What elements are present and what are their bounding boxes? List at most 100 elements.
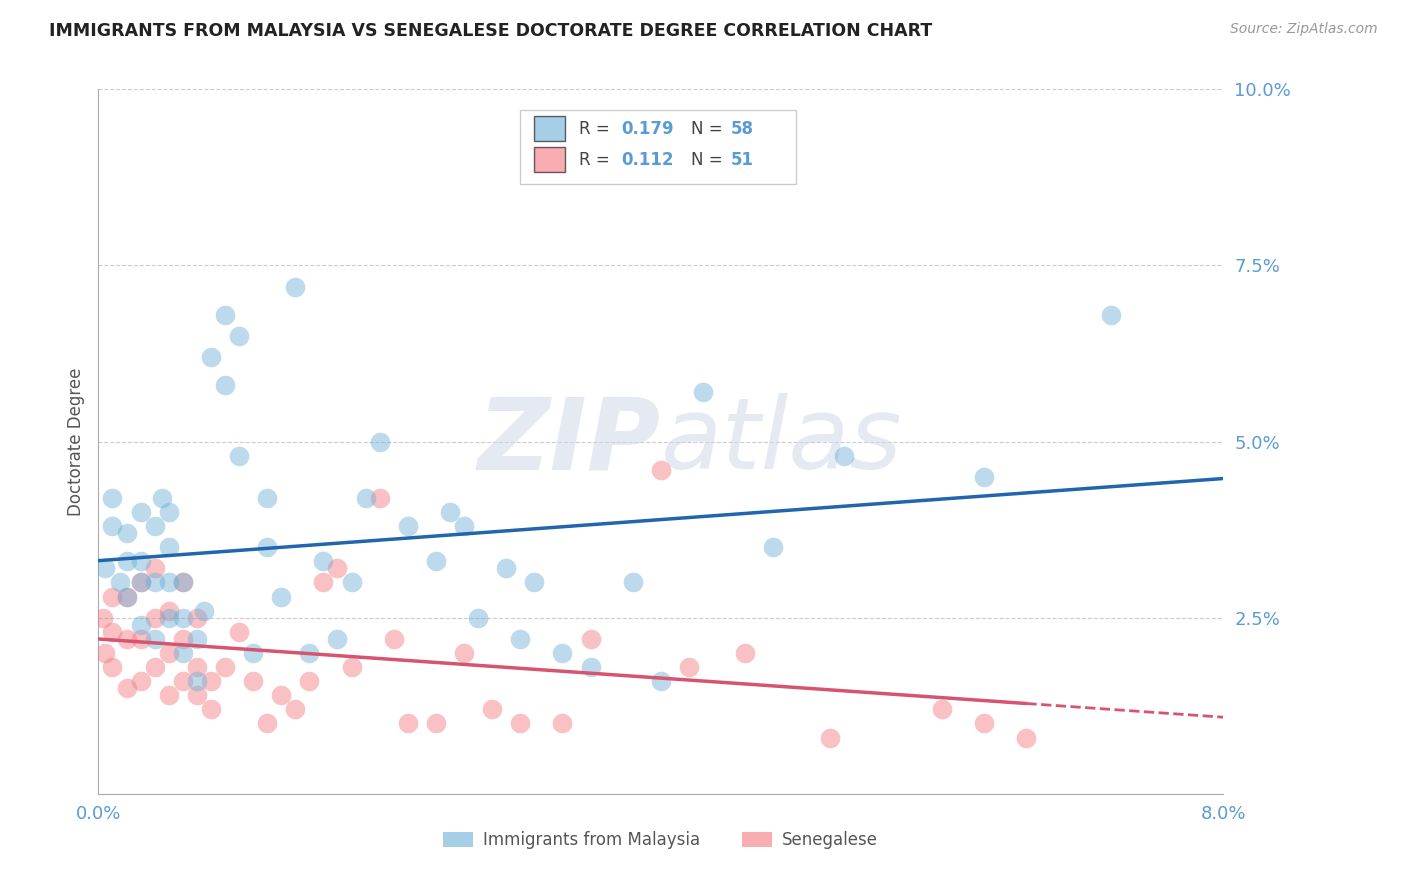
Point <box>115 554 138 568</box>
Point <box>551 646 574 660</box>
Point <box>453 519 475 533</box>
Text: 0.112: 0.112 <box>621 151 673 169</box>
Point <box>143 610 166 624</box>
Point <box>579 632 602 646</box>
Point <box>973 469 995 483</box>
Point <box>256 491 278 505</box>
FancyBboxPatch shape <box>520 111 796 185</box>
Point <box>129 617 152 632</box>
Point <box>150 491 173 505</box>
Point <box>425 716 447 731</box>
Text: 51: 51 <box>731 151 754 169</box>
Point <box>1099 308 1122 322</box>
Point <box>312 554 335 568</box>
Point <box>326 632 349 646</box>
Point <box>200 350 222 364</box>
Point <box>368 434 391 449</box>
Point <box>214 378 236 392</box>
Text: atlas: atlas <box>661 393 903 490</box>
Point <box>368 491 391 505</box>
Point <box>172 610 194 624</box>
Point <box>650 463 672 477</box>
Text: R =: R = <box>579 120 614 137</box>
Point <box>157 505 180 519</box>
Point <box>193 604 215 618</box>
Point <box>678 660 700 674</box>
Point <box>439 505 461 519</box>
Point <box>101 590 124 604</box>
FancyBboxPatch shape <box>534 116 565 141</box>
Point <box>186 610 208 624</box>
Point <box>228 624 250 639</box>
Text: IMMIGRANTS FROM MALAYSIA VS SENEGALESE DOCTORATE DEGREE CORRELATION CHART: IMMIGRANTS FROM MALAYSIA VS SENEGALESE D… <box>49 22 932 40</box>
Point <box>186 688 208 702</box>
Point <box>143 632 166 646</box>
Text: N =: N = <box>692 120 728 137</box>
Y-axis label: Doctorate Degree: Doctorate Degree <box>66 368 84 516</box>
Point <box>1015 731 1038 745</box>
Point <box>340 575 363 590</box>
Point <box>143 561 166 575</box>
Point <box>157 540 180 554</box>
Point <box>312 575 335 590</box>
Point <box>509 716 531 731</box>
Point <box>396 519 419 533</box>
Point <box>129 674 152 689</box>
Point <box>129 505 152 519</box>
Point <box>354 491 377 505</box>
Text: Source: ZipAtlas.com: Source: ZipAtlas.com <box>1230 22 1378 37</box>
Point <box>270 688 292 702</box>
Text: ZIP: ZIP <box>478 393 661 490</box>
Point <box>509 632 531 646</box>
Point <box>115 632 138 646</box>
Point <box>382 632 405 646</box>
Point <box>818 731 841 745</box>
Point <box>157 575 180 590</box>
Point <box>115 590 138 604</box>
Point <box>579 660 602 674</box>
Point <box>143 660 166 674</box>
Point <box>396 716 419 731</box>
Point <box>186 674 208 689</box>
Point <box>129 554 152 568</box>
Point <box>228 449 250 463</box>
Point <box>143 519 166 533</box>
Point <box>931 702 953 716</box>
Point <box>172 646 194 660</box>
Point <box>340 660 363 674</box>
Point <box>453 646 475 660</box>
Point <box>551 716 574 731</box>
Point <box>94 561 117 575</box>
Point <box>214 308 236 322</box>
Point <box>101 519 124 533</box>
Point <box>242 646 264 660</box>
Point <box>129 575 152 590</box>
Point <box>256 716 278 731</box>
Point <box>495 561 517 575</box>
Point <box>481 702 503 716</box>
Legend: Immigrants from Malaysia, Senegalese: Immigrants from Malaysia, Senegalese <box>437 825 884 856</box>
Point <box>284 279 307 293</box>
Point <box>157 688 180 702</box>
Point <box>91 610 114 624</box>
Point <box>650 674 672 689</box>
Point <box>692 385 714 400</box>
Point <box>298 674 321 689</box>
Point <box>108 575 131 590</box>
Point <box>832 449 855 463</box>
Point <box>172 575 194 590</box>
Point <box>115 681 138 696</box>
Point <box>734 646 756 660</box>
Point <box>115 526 138 541</box>
Point <box>157 604 180 618</box>
Point <box>214 660 236 674</box>
Point <box>200 702 222 716</box>
Point <box>186 632 208 646</box>
Text: N =: N = <box>692 151 728 169</box>
Point <box>94 646 117 660</box>
Point <box>172 674 194 689</box>
Point <box>101 624 124 639</box>
Point <box>101 660 124 674</box>
Point <box>326 561 349 575</box>
Point <box>621 575 644 590</box>
